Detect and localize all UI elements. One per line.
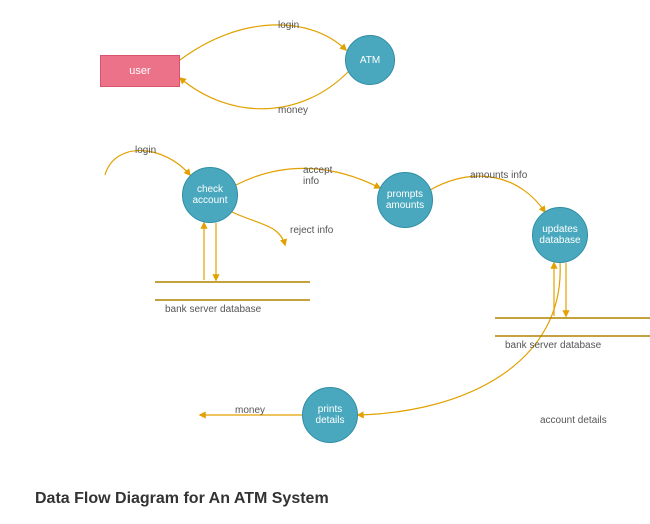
process-label: ATM xyxy=(360,55,380,66)
edge-label-money: money xyxy=(278,105,308,116)
entity-label: user xyxy=(129,65,150,77)
edge-label-account-details: account details xyxy=(540,415,607,426)
diagram-title: Data Flow Diagram for An ATM System xyxy=(35,490,329,508)
entity-user: user xyxy=(100,55,180,87)
process-updates-database: updatesdatabase xyxy=(532,207,588,263)
process-label: promptsamounts xyxy=(386,189,424,211)
edge-label-login-2: login xyxy=(135,145,156,156)
process-label: checkaccount xyxy=(192,184,227,206)
edge-label-login: login xyxy=(278,20,299,31)
process-label: updatesdatabase xyxy=(539,224,580,246)
process-check-account: checkaccount xyxy=(182,167,238,223)
process-prompts-amounts: promptsamounts xyxy=(377,172,433,228)
edge-label-amounts-info: amounts info xyxy=(470,170,527,181)
process-prints-details: printsdetails xyxy=(302,387,358,443)
edge-label-reject-info: reject info xyxy=(290,225,333,236)
process-label: printsdetails xyxy=(316,404,345,426)
process-atm: ATM xyxy=(345,35,395,85)
datastore-label-2: bank server database xyxy=(505,340,601,351)
edge-label-accept-info: acceptinfo xyxy=(303,165,332,187)
edge-label-money-2: money xyxy=(235,405,265,416)
datastore-label-1: bank server database xyxy=(165,304,261,315)
